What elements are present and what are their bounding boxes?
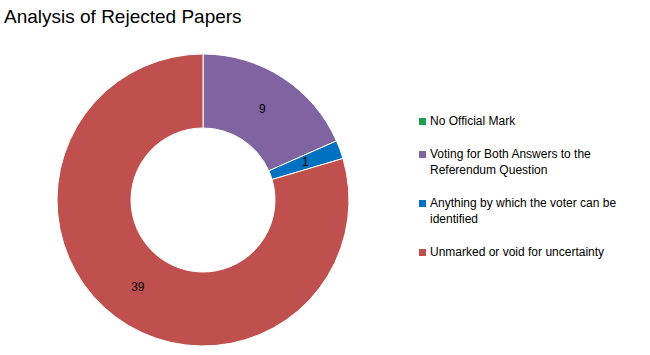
- legend: No Official Mark Voting for Both Answers …: [419, 114, 616, 259]
- legend-label: Unmarked or void for uncertainty: [430, 245, 604, 259]
- legend-line: Unmarked or void for uncertainty: [430, 245, 604, 259]
- legend-label: Anything by which the voter can be identi…: [430, 196, 616, 226]
- donut-slice: [57, 54, 349, 346]
- legend-label: No Official Mark: [430, 114, 516, 128]
- legend-swatch: [419, 151, 426, 158]
- legend-swatch: [419, 249, 426, 256]
- plot-area: [57, 54, 349, 346]
- data-labels: 9 1 39: [131, 102, 309, 295]
- chart-title: Analysis of Rejected Papers: [4, 6, 242, 27]
- data-label: 9: [259, 102, 266, 116]
- legend-line: Referendum Question: [430, 163, 547, 177]
- legend-label: Voting for Both Answers to the Referendum…: [430, 147, 591, 177]
- legend-swatch: [419, 200, 426, 207]
- legend-line: No Official Mark: [430, 114, 516, 128]
- data-label: 1: [302, 155, 309, 169]
- chart-canvas: Analysis of Rejected Papers 9 1 39 No Offici…: [0, 0, 650, 355]
- legend-line: Anything by which the voter can be: [430, 196, 616, 210]
- legend-line: identified: [430, 212, 478, 226]
- legend-line: Voting for Both Answers to the: [430, 147, 591, 161]
- legend-swatch: [419, 118, 426, 125]
- data-label: 39: [131, 280, 145, 294]
